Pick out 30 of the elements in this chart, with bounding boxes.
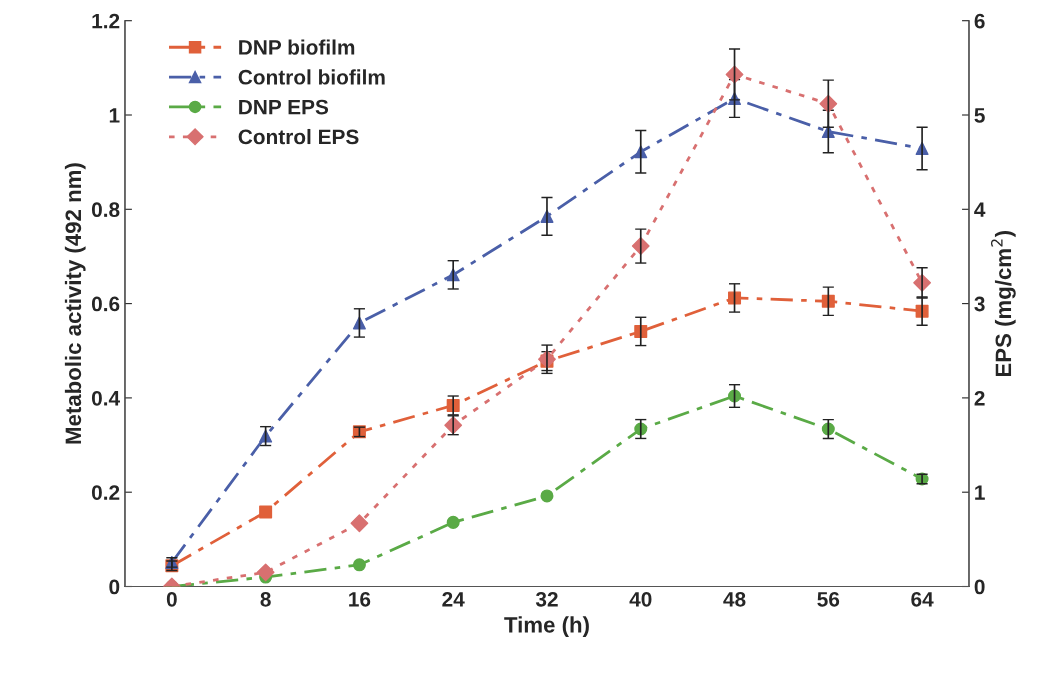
legend-label: Control biofilm — [238, 69, 385, 85]
y-tick-label: 0.2 — [91, 485, 120, 500]
y2-tick-label: 4 — [974, 202, 986, 217]
y-axis-title: Metabolic activity (492 nm) — [64, 163, 86, 444]
x-tick-label: 40 — [629, 591, 652, 607]
x-tick-label: 48 — [723, 591, 746, 607]
legend-label: Control EPS — [238, 128, 359, 145]
legend-label: DNP biofilm — [239, 39, 355, 55]
x-tick-label: 24 — [442, 591, 465, 607]
y-tick-label: 0.8 — [91, 202, 120, 218]
y-tick-label: 0.4 — [91, 390, 120, 406]
legend-label: DNP EPS — [239, 99, 329, 115]
x-tick-label: 0 — [166, 591, 177, 607]
y-tick-label: 1.2 — [92, 13, 120, 29]
y-tick-label: 0.6 — [91, 296, 120, 312]
x-tick-label: 8 — [260, 591, 271, 607]
y2-tick-label: 3 — [974, 296, 985, 312]
y-tick-label: 0 — [109, 579, 120, 595]
x-axis-title: Time (h) — [504, 616, 589, 638]
y-tick-label: 1 — [109, 108, 120, 123]
y2-tick-label: 2 — [974, 390, 985, 406]
y2-tick-label: 6 — [974, 13, 985, 29]
y2-axis-title: EPS (mg/cm$^{2}$) — [990, 230, 1016, 377]
x-tick-label: 32 — [535, 591, 558, 607]
y2-tick-label: 0 — [974, 579, 985, 595]
x-tick-label: 56 — [817, 591, 840, 607]
x-tick-label: 64 — [911, 591, 934, 607]
x-tick-label: 16 — [349, 591, 371, 607]
y2-tick-label: 1 — [975, 485, 985, 500]
y2-tick-label: 5 — [974, 108, 985, 123]
